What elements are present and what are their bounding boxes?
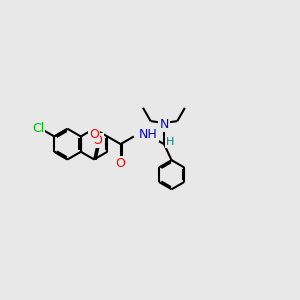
Text: N: N (159, 118, 169, 131)
Text: Cl: Cl (32, 122, 44, 135)
Text: H: H (166, 137, 175, 147)
Text: NH: NH (139, 128, 158, 141)
Text: O: O (116, 157, 125, 170)
Text: O: O (93, 134, 103, 147)
Text: O: O (89, 128, 99, 141)
